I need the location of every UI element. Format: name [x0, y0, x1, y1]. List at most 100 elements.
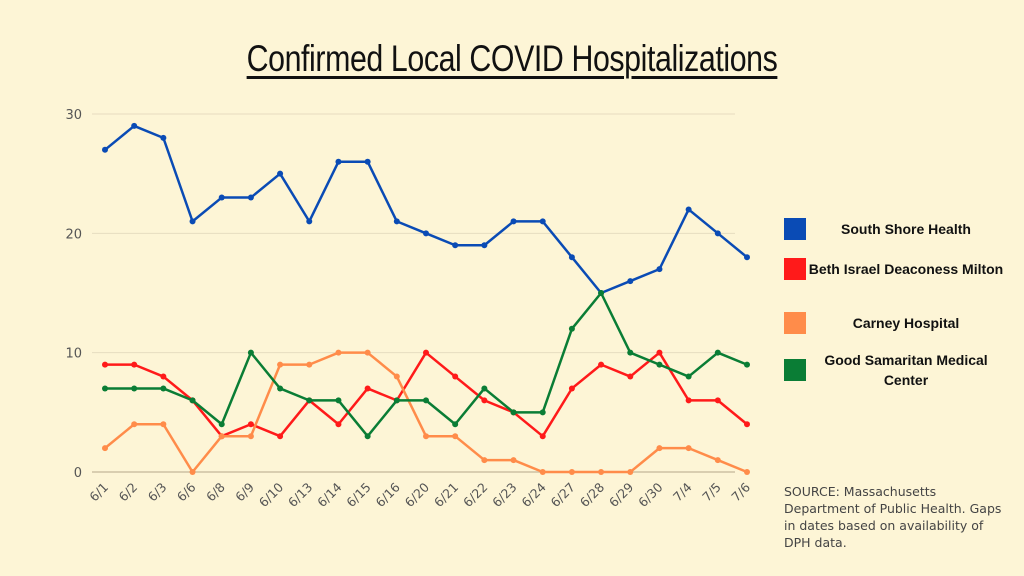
data-point — [160, 134, 167, 141]
x-tick-label: 6/28 — [577, 479, 607, 509]
data-point — [656, 349, 663, 356]
data-point — [364, 158, 371, 165]
data-point — [102, 361, 108, 368]
data-point — [539, 469, 546, 475]
data-point — [364, 385, 371, 392]
x-tick-label: 6/8 — [203, 479, 228, 504]
data-point — [598, 290, 605, 296]
data-point — [452, 433, 459, 440]
data-point — [247, 421, 254, 428]
data-point — [102, 146, 108, 153]
x-axis-ticks: 6/1 6/2 6/3 6/6 6/8 6/96/106/136/146/156/166/… — [86, 479, 753, 509]
legend-item-carney[interactable]: Carney Hospital — [784, 312, 1024, 334]
data-point — [714, 457, 721, 464]
data-point — [277, 385, 284, 392]
data-point — [160, 373, 167, 380]
legend-label: South Shore Health — [841, 221, 971, 237]
data-point — [627, 278, 634, 285]
data-point — [685, 206, 692, 213]
data-point — [598, 361, 605, 368]
data-point — [598, 469, 605, 475]
x-tick-label: 6/20 — [402, 479, 432, 509]
series-south-shore-health — [102, 122, 750, 296]
data-point — [423, 349, 429, 356]
x-tick-label: 7/6 — [728, 479, 753, 504]
legend-swatch — [784, 312, 806, 334]
data-point — [160, 385, 167, 392]
data-point — [335, 349, 342, 356]
data-point — [539, 433, 546, 440]
data-point — [452, 242, 459, 249]
series-lines — [102, 122, 750, 475]
x-tick-label: 7/4 — [670, 479, 695, 504]
y-tick-label: 30 — [65, 108, 82, 123]
data-point — [189, 218, 196, 225]
data-point — [423, 230, 429, 237]
data-point — [189, 397, 196, 404]
data-point — [481, 385, 488, 392]
data-point — [335, 158, 342, 165]
y-axis-ticks: 0 10 20 30 — [65, 108, 82, 481]
data-point — [247, 349, 254, 356]
data-point — [247, 194, 254, 201]
data-point — [335, 421, 342, 428]
data-point — [102, 445, 108, 452]
series-carney-hospital — [102, 349, 750, 475]
legend-item-south-shore[interactable]: South Shore Health — [784, 218, 1024, 240]
data-point — [568, 325, 575, 332]
series-line — [105, 351, 748, 438]
data-point — [102, 385, 108, 392]
data-point — [393, 373, 400, 380]
y-tick-label: 20 — [65, 227, 82, 242]
data-point — [218, 421, 225, 428]
legend-item-good-samaritan[interactable]: Good Samaritan Medical Center — [784, 350, 1024, 390]
x-tick-label: 6/16 — [372, 479, 402, 509]
x-tick-label: 6/15 — [343, 480, 373, 510]
data-point — [277, 433, 284, 440]
data-point — [364, 433, 371, 440]
gridlines — [92, 113, 735, 473]
data-point — [481, 397, 488, 404]
data-point — [306, 397, 313, 404]
y-tick-label: 0 — [74, 466, 82, 481]
data-point — [393, 218, 400, 225]
legend-swatch — [784, 218, 806, 240]
y-tick-label: 10 — [65, 347, 82, 362]
x-tick-label: 6/10 — [256, 479, 286, 509]
data-point — [539, 409, 546, 416]
data-point — [627, 373, 634, 380]
data-point — [481, 242, 488, 249]
data-point — [568, 469, 575, 475]
x-tick-label: 6/29 — [606, 479, 636, 509]
data-point — [277, 361, 284, 368]
data-point — [656, 361, 663, 368]
x-tick-label: 6/22 — [460, 480, 490, 510]
source-note: SOURCE: Massachusetts Department of Publ… — [784, 484, 1002, 550]
x-tick-label: 6/3 — [145, 480, 170, 505]
data-point — [714, 397, 721, 404]
x-tick-label: 7/5 — [699, 480, 724, 505]
data-point — [510, 457, 517, 464]
data-point — [452, 373, 459, 380]
data-point — [685, 445, 692, 452]
data-point — [714, 349, 721, 356]
x-tick-label: 6/9 — [232, 479, 257, 504]
data-point — [131, 122, 138, 129]
legend-item-beth-israel[interactable]: Beth Israel Deaconess Milton — [784, 258, 1024, 280]
data-point — [481, 457, 488, 464]
series-line — [105, 291, 748, 438]
x-tick-label: 6/30 — [635, 479, 665, 509]
data-point — [247, 433, 254, 440]
data-point — [656, 266, 663, 273]
legend-swatch — [784, 258, 806, 280]
data-point — [568, 254, 575, 261]
series-line — [104, 124, 748, 295]
chart-title: Confirmed Local COVID Hospitalizations — [246, 38, 778, 79]
x-tick-label: 6/24 — [518, 479, 548, 509]
data-point — [131, 421, 138, 428]
legend-swatch — [784, 359, 806, 381]
data-point — [714, 230, 721, 237]
x-tick-label: 6/2 — [115, 480, 140, 505]
data-point — [627, 469, 634, 475]
